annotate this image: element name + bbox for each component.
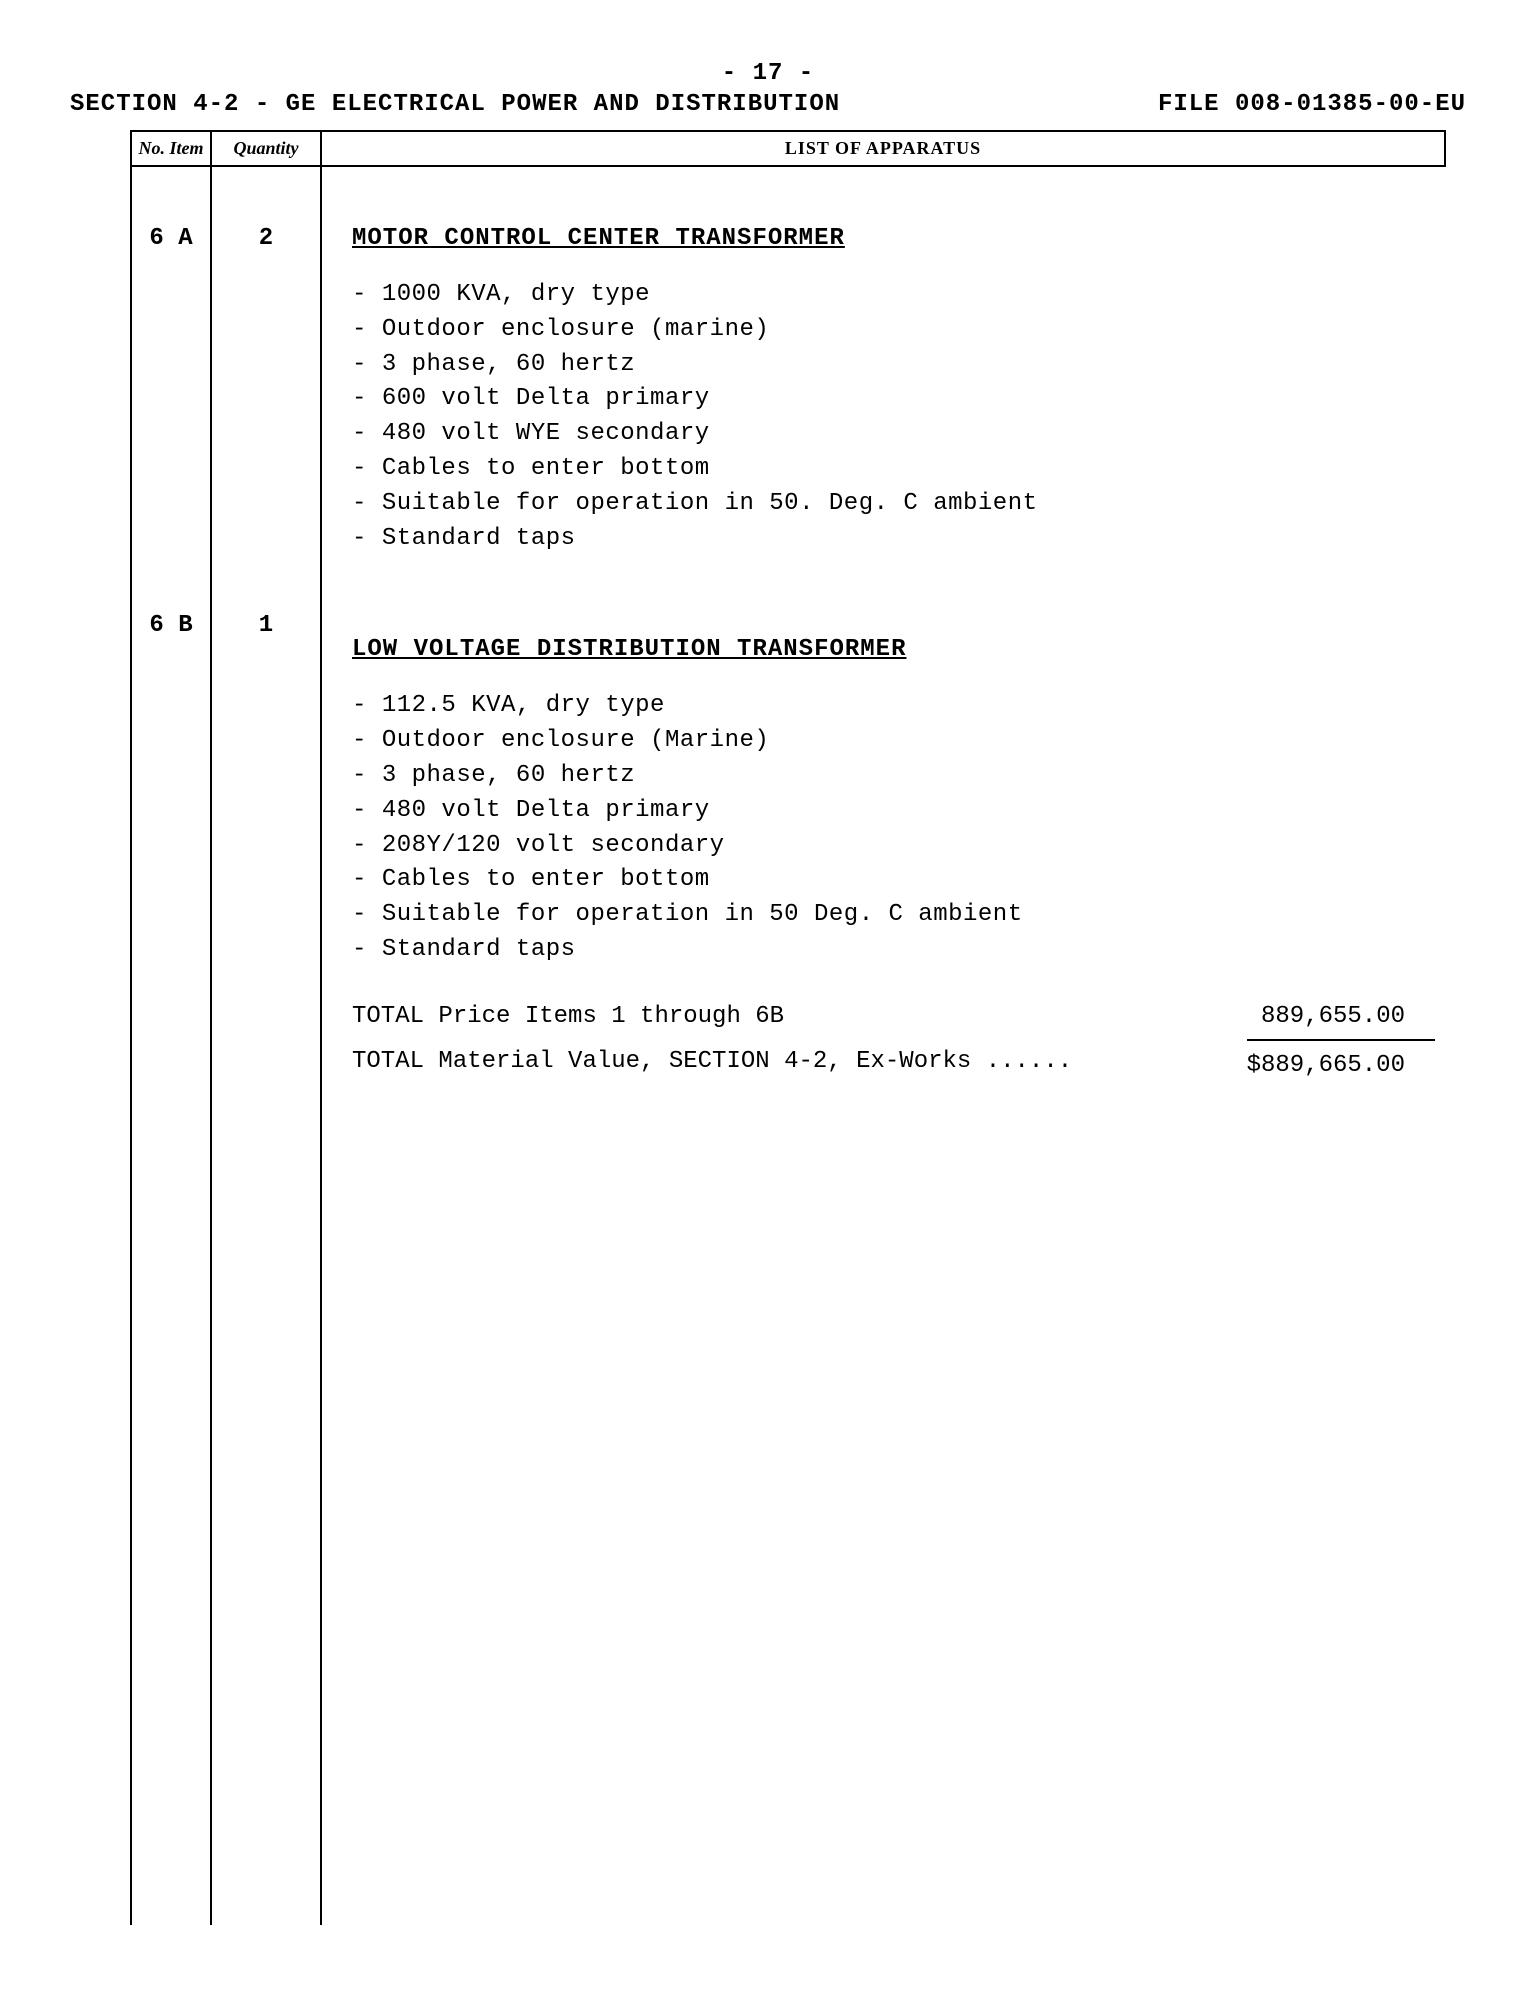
- total-amount: 889,655.00: [1261, 994, 1435, 1040]
- page: - 17 - SECTION 4-2 - GE ELECTRICAL POWER…: [0, 0, 1536, 1997]
- page-header: SECTION 4-2 - GE ELECTRICAL POWER AND DI…: [70, 91, 1466, 118]
- spec-line: Outdoor enclosure (Marine): [352, 724, 1435, 759]
- item-title: MOTOR CONTROL CENTER TRANSFORMER: [352, 225, 1435, 252]
- total-row: TOTAL Material Value, SECTION 4-2, Ex-Wo…: [352, 1039, 1435, 1089]
- cell-item-no: 6 A 6 B: [131, 166, 211, 1925]
- cell-apparatus-list: MOTOR CONTROL CENTER TRANSFORMER 1000 KV…: [321, 166, 1445, 1925]
- total-label: TOTAL Material Value, SECTION 4-2, Ex-Wo…: [352, 1039, 1072, 1089]
- item-specs: 1000 KVA, dry type Outdoor enclosure (ma…: [352, 278, 1435, 556]
- spec-line: 480 volt WYE secondary: [352, 417, 1435, 452]
- col-header-list: LIST OF APPARATUS: [321, 131, 1445, 166]
- total-amount: $889,665.00: [1247, 1039, 1435, 1089]
- page-number: - 17 -: [70, 60, 1466, 87]
- spec-line: 1000 KVA, dry type: [352, 278, 1435, 313]
- spec-line: Suitable for operation in 50. Deg. C amb…: [352, 487, 1435, 522]
- item-title: LOW VOLTAGE DISTRIBUTION TRANSFORMER: [352, 636, 1435, 663]
- totals-block: TOTAL Price Items 1 through 6B 889,655.0…: [352, 994, 1435, 1089]
- file-id: FILE 008-01385-00-EU: [1158, 91, 1466, 118]
- apparatus-item: LOW VOLTAGE DISTRIBUTION TRANSFORMER 112…: [352, 636, 1435, 1089]
- spec-line: 480 volt Delta primary: [352, 794, 1435, 829]
- total-row: TOTAL Price Items 1 through 6B 889,655.0…: [352, 994, 1435, 1040]
- apparatus-item: MOTOR CONTROL CENTER TRANSFORMER 1000 KV…: [352, 225, 1435, 556]
- col-header-no: No. Item: [131, 131, 211, 166]
- item-no: 6 A: [142, 225, 200, 252]
- item-specs: 112.5 KVA, dry type Outdoor enclosure (M…: [352, 689, 1435, 967]
- spec-line: 3 phase, 60 hertz: [352, 348, 1435, 383]
- spec-line: Standard taps: [352, 522, 1435, 557]
- spec-line: 3 phase, 60 hertz: [352, 759, 1435, 794]
- item-no: 6 B: [142, 612, 200, 639]
- total-label: TOTAL Price Items 1 through 6B: [352, 994, 784, 1040]
- spec-line: 600 volt Delta primary: [352, 382, 1435, 417]
- col-header-quantity: Quantity: [211, 131, 321, 166]
- spec-line: 208Y/120 volt secondary: [352, 829, 1435, 864]
- item-qty: 2: [222, 225, 310, 252]
- table-body-row: 6 A 6 B 2 1 MOTOR CONTROL CENTER TRANSFO…: [131, 166, 1445, 1925]
- section-title: SECTION 4-2 - GE ELECTRICAL POWER AND DI…: [70, 91, 840, 118]
- spec-line: Suitable for operation in 50 Deg. C ambi…: [352, 898, 1435, 933]
- spec-line: Cables to enter bottom: [352, 863, 1435, 898]
- spec-line: Cables to enter bottom: [352, 452, 1435, 487]
- spec-line: 112.5 KVA, dry type: [352, 689, 1435, 724]
- apparatus-table-wrap: No. Item Quantity LIST OF APPARATUS 6 A …: [130, 130, 1446, 1925]
- table-header-row: No. Item Quantity LIST OF APPARATUS: [131, 131, 1445, 166]
- spec-line: Standard taps: [352, 933, 1435, 968]
- item-qty: 1: [222, 612, 310, 639]
- cell-quantity: 2 1: [211, 166, 321, 1925]
- apparatus-table: No. Item Quantity LIST OF APPARATUS 6 A …: [130, 130, 1446, 1925]
- spec-line: Outdoor enclosure (marine): [352, 313, 1435, 348]
